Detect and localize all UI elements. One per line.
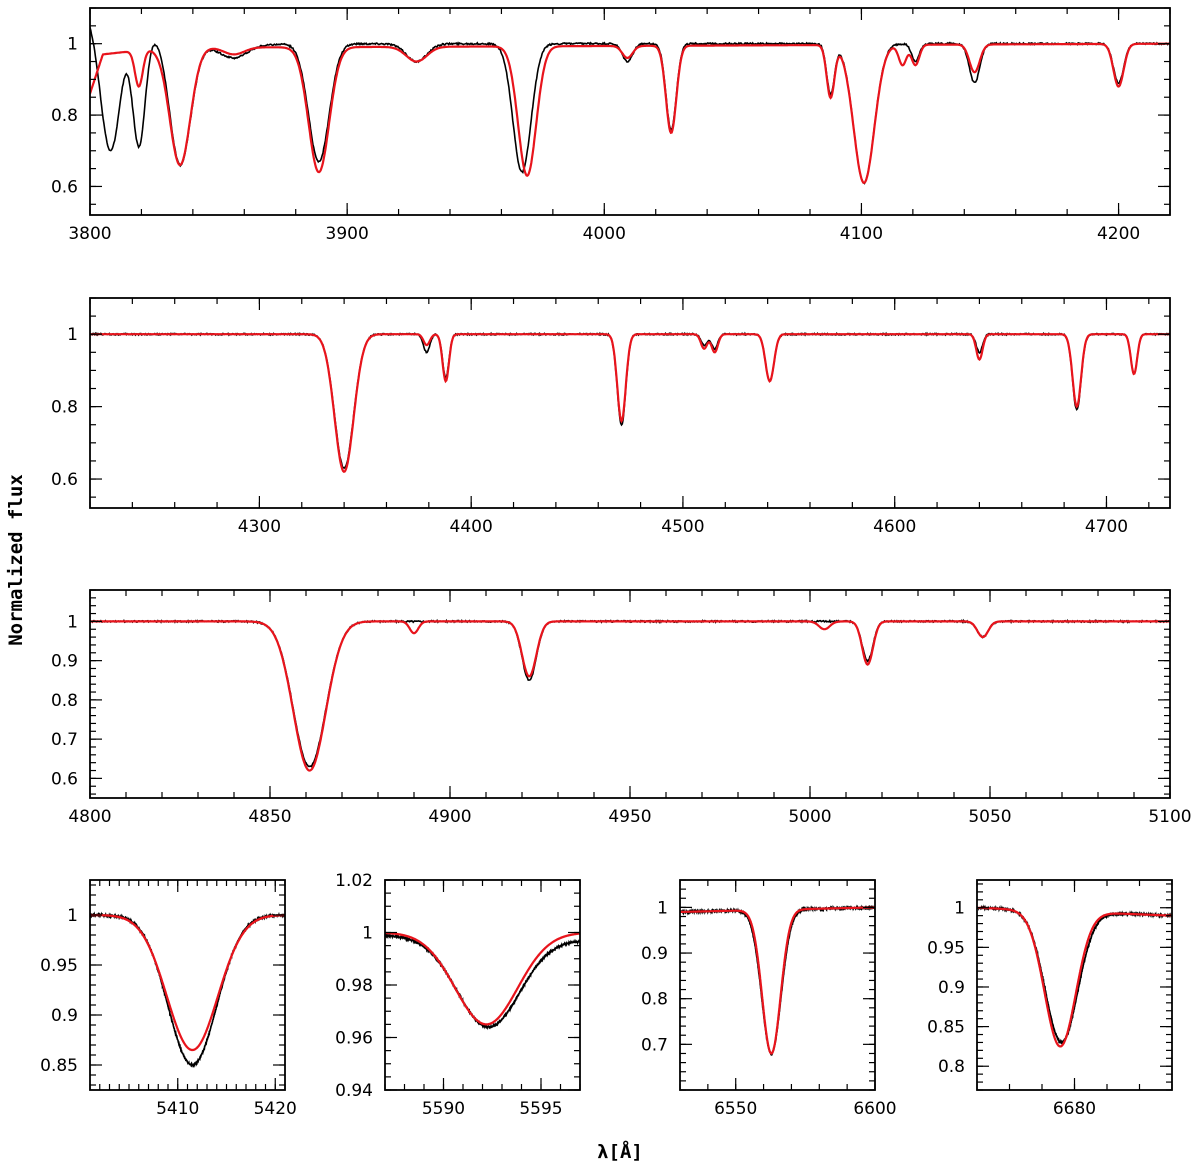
x-tick-label: 4950 <box>608 807 651 827</box>
panel-3-plot-area <box>90 618 1170 772</box>
y-tick-label: 0.9 <box>641 944 668 964</box>
panel-2-frame <box>89 297 1171 509</box>
y-tick-label: 0.95 <box>40 956 78 976</box>
panel-4-plot-area <box>90 911 285 1069</box>
y-tick-label: 0.94 <box>335 1081 373 1101</box>
x-tick-label: 6680 <box>1053 1099 1096 1119</box>
series-observed-p2 <box>90 331 1170 469</box>
series-observed-p1 <box>90 27 1170 185</box>
y-tick-label: 0.8 <box>51 691 78 711</box>
x-tick-label: 4600 <box>873 517 916 537</box>
panel-6: 6550 6600 0.7 0.8 0.9 1 <box>641 879 897 1119</box>
x-axis-title: λ[Å] <box>597 1139 643 1163</box>
x-tick-label: 6550 <box>714 1099 757 1119</box>
y-tick-label: 0.8 <box>938 1057 965 1077</box>
panel-5-plot-area <box>385 931 580 1031</box>
panel-5: 5590 5595 0.94 0.96 0.98 1 1.02 <box>335 871 581 1119</box>
x-tick-label: 5590 <box>422 1099 465 1119</box>
x-tick-label: 5050 <box>968 807 1011 827</box>
y-tick-label: 1 <box>67 325 78 345</box>
panel-3: 4800 4850 4900 4950 5000 5050 5100 0.6 0.7 0.8 0.9… <box>51 589 1192 827</box>
panel-2-ticks <box>89 297 1170 508</box>
y-tick-label: 0.85 <box>40 1056 78 1076</box>
series-observed-p3 <box>90 618 1170 768</box>
x-tick-label: 4850 <box>248 807 291 827</box>
y-tick-label: 1 <box>362 924 373 944</box>
series-observed-p4 <box>90 911 285 1069</box>
series-model-p2 <box>90 333 1170 473</box>
y-tick-label: 0.98 <box>335 976 373 996</box>
series-observed-p7 <box>977 904 1172 1046</box>
y-tick-label: 0.6 <box>51 470 78 490</box>
x-tick-label: 4900 <box>428 807 471 827</box>
y-tick-label: 1 <box>67 35 78 55</box>
x-tick-label: 5595 <box>519 1099 562 1119</box>
panel-4: 5410 5420 0.85 0.9 0.95 1 <box>40 879 297 1119</box>
panel-2: 4300 4400 4500 4600 4700 0.6 0.8 1 <box>51 297 1171 537</box>
panel-7-plot-area <box>977 904 1172 1048</box>
panel-4-ticks <box>89 880 286 1090</box>
series-model-p3 <box>90 620 1170 772</box>
x-tick-label: 4700 <box>1085 517 1128 537</box>
y-tick-label: 0.85 <box>927 1018 965 1038</box>
panel-5-ticks <box>384 879 581 1091</box>
y-tick-label: 0.7 <box>641 1035 668 1055</box>
series-model-p5 <box>385 931 580 1026</box>
x-tick-label: 4100 <box>840 224 883 244</box>
x-tick-label: 5420 <box>254 1099 297 1119</box>
series-model-p6 <box>680 906 875 1055</box>
series-observed-p5 <box>385 931 580 1031</box>
x-tick-label: 6600 <box>853 1099 896 1119</box>
panel-7: 6680 0.8 0.85 0.9 0.95 1 <box>927 879 1173 1119</box>
panel-6-frame <box>679 879 876 1091</box>
x-tick-label: 3800 <box>68 224 111 244</box>
panel-1-frame <box>89 7 1171 216</box>
y-axis-title: Normalized flux <box>5 474 27 646</box>
y-tick-label: 0.96 <box>335 1029 373 1049</box>
series-model-p1 <box>90 42 1170 184</box>
panel-6-ticks <box>679 879 876 1091</box>
x-tick-label: 4800 <box>68 807 111 827</box>
x-tick-label: 4500 <box>661 517 704 537</box>
panel-1-plot-area <box>90 27 1170 185</box>
y-tick-label: 0.6 <box>51 769 78 789</box>
x-tick-label: 5000 <box>788 807 831 827</box>
y-tick-label: 1.02 <box>335 871 373 891</box>
panel-2-plot-area <box>90 331 1170 473</box>
y-tick-label: 0.8 <box>641 990 668 1010</box>
series-model-p7 <box>977 906 1172 1048</box>
y-tick-label: 1 <box>954 899 965 919</box>
x-tick-label: 5100 <box>1148 807 1191 827</box>
panel-3-ticks <box>89 589 1171 798</box>
x-tick-label: 4400 <box>450 517 493 537</box>
y-tick-label: 0.7 <box>51 730 78 750</box>
x-tick-label: 5410 <box>156 1099 199 1119</box>
y-tick-label: 0.9 <box>938 978 965 998</box>
series-model-p4 <box>90 913 285 1052</box>
x-tick-label: 4200 <box>1097 224 1140 244</box>
y-tick-label: 0.8 <box>51 106 78 126</box>
y-tick-label: 0.9 <box>51 652 78 672</box>
x-tick-label: 4300 <box>238 517 281 537</box>
panel-6-plot-area <box>680 904 875 1057</box>
y-tick-label: 1 <box>657 898 668 918</box>
y-tick-label: 1 <box>67 906 78 926</box>
panel-1-ticks <box>89 7 1171 215</box>
x-tick-label: 4000 <box>583 224 626 244</box>
y-tick-label: 0.9 <box>51 1006 78 1026</box>
panel-5-frame <box>384 879 581 1091</box>
y-tick-label: 0.6 <box>51 177 78 197</box>
y-tick-label: 0.95 <box>927 938 965 958</box>
y-tick-label: 0.8 <box>51 398 78 418</box>
y-tick-label: 1 <box>67 612 78 632</box>
panel-7-ticks <box>976 880 1173 1091</box>
panel-4-frame <box>89 879 286 1091</box>
panel-1: 3800 3900 4000 4100 4200 0.6 0.8 1 <box>51 7 1171 244</box>
x-tick-label: 3900 <box>326 224 369 244</box>
